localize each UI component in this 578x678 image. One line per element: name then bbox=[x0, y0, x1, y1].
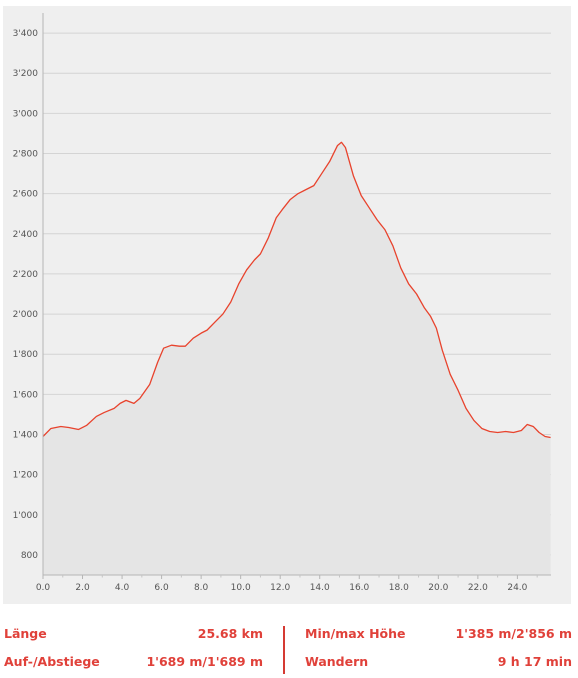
y-tick-label: 2'000 bbox=[13, 310, 39, 320]
x-tick-label: 24.0 bbox=[507, 583, 527, 593]
x-tick-label: 0.0 bbox=[36, 583, 51, 593]
x-tick-label: 18.0 bbox=[389, 583, 409, 593]
y-tick-label: 2'400 bbox=[13, 230, 39, 240]
length-label: Länge bbox=[4, 626, 47, 641]
y-tick-label: 1'000 bbox=[13, 511, 39, 521]
elevation-profile-chart: 800 1'000 1'200 1'400 1'600 1'800 2'000 2'200 2'… bbox=[3, 6, 571, 604]
hiking-time-value: 9 h 17 min bbox=[497, 654, 572, 669]
y-tick-label: 800 bbox=[21, 551, 38, 561]
y-tick-label: 3'400 bbox=[13, 29, 39, 39]
route-stats: Länge 25.68 km Auf-/Abstiege 1'689 m/1'6… bbox=[0, 622, 578, 678]
x-tick-label: 14.0 bbox=[310, 583, 330, 593]
y-tick-label: 1'600 bbox=[13, 390, 39, 400]
y-tick-label: 3'200 bbox=[13, 69, 39, 79]
x-tick-label: 4.0 bbox=[115, 583, 130, 593]
length-value: 25.68 km bbox=[197, 626, 263, 641]
x-tick-label: 8.0 bbox=[194, 583, 209, 593]
x-tick-label: 16.0 bbox=[349, 583, 369, 593]
y-tick-label: 2'600 bbox=[13, 190, 39, 200]
x-tick-label: 6.0 bbox=[154, 583, 169, 593]
y-tick-label: 1'200 bbox=[13, 471, 39, 481]
x-tick-label: 22.0 bbox=[468, 583, 488, 593]
y-tick-label: 1'400 bbox=[13, 431, 39, 441]
min-max-altitude-label: Min/max Höhe bbox=[305, 626, 406, 641]
elevation-line bbox=[42, 141, 551, 439]
y-tick-labels: 800 1'000 1'200 1'400 1'600 1'800 2'000 2'200 2'… bbox=[13, 29, 39, 561]
ascent-descent-label: Auf-/Abstiege bbox=[4, 654, 100, 669]
elevation-area-fill bbox=[43, 142, 551, 575]
y-tick-label: 1'800 bbox=[13, 350, 39, 360]
elevation-area-layer bbox=[42, 141, 551, 575]
ascent-descent-value: 1'689 m/1'689 m bbox=[146, 654, 263, 669]
x-tick-label: 10.0 bbox=[231, 583, 251, 593]
x-tick-label: 12.0 bbox=[270, 583, 290, 593]
x-tick-label: 20.0 bbox=[428, 583, 448, 593]
hiking-time-label: Wandern bbox=[305, 654, 369, 669]
x-tick-label: 2.0 bbox=[75, 583, 90, 593]
y-tick-label: 2'200 bbox=[13, 270, 39, 280]
axes bbox=[42, 13, 551, 579]
y-tick-label: 2'800 bbox=[13, 150, 39, 160]
elevation-profile-svg: 800 1'000 1'200 1'400 1'600 1'800 2'000 2'200 2'… bbox=[13, 13, 551, 593]
stats-divider bbox=[283, 626, 285, 674]
min-max-altitude-value: 1'385 m/2'856 m bbox=[455, 626, 572, 641]
x-tick-labels: 0.0 2.0 4.0 6.0 8.0 10.0 12.0 14.0 16.0 18.0 20.0 2… bbox=[36, 583, 528, 593]
y-tick-label: 3'000 bbox=[13, 109, 39, 119]
